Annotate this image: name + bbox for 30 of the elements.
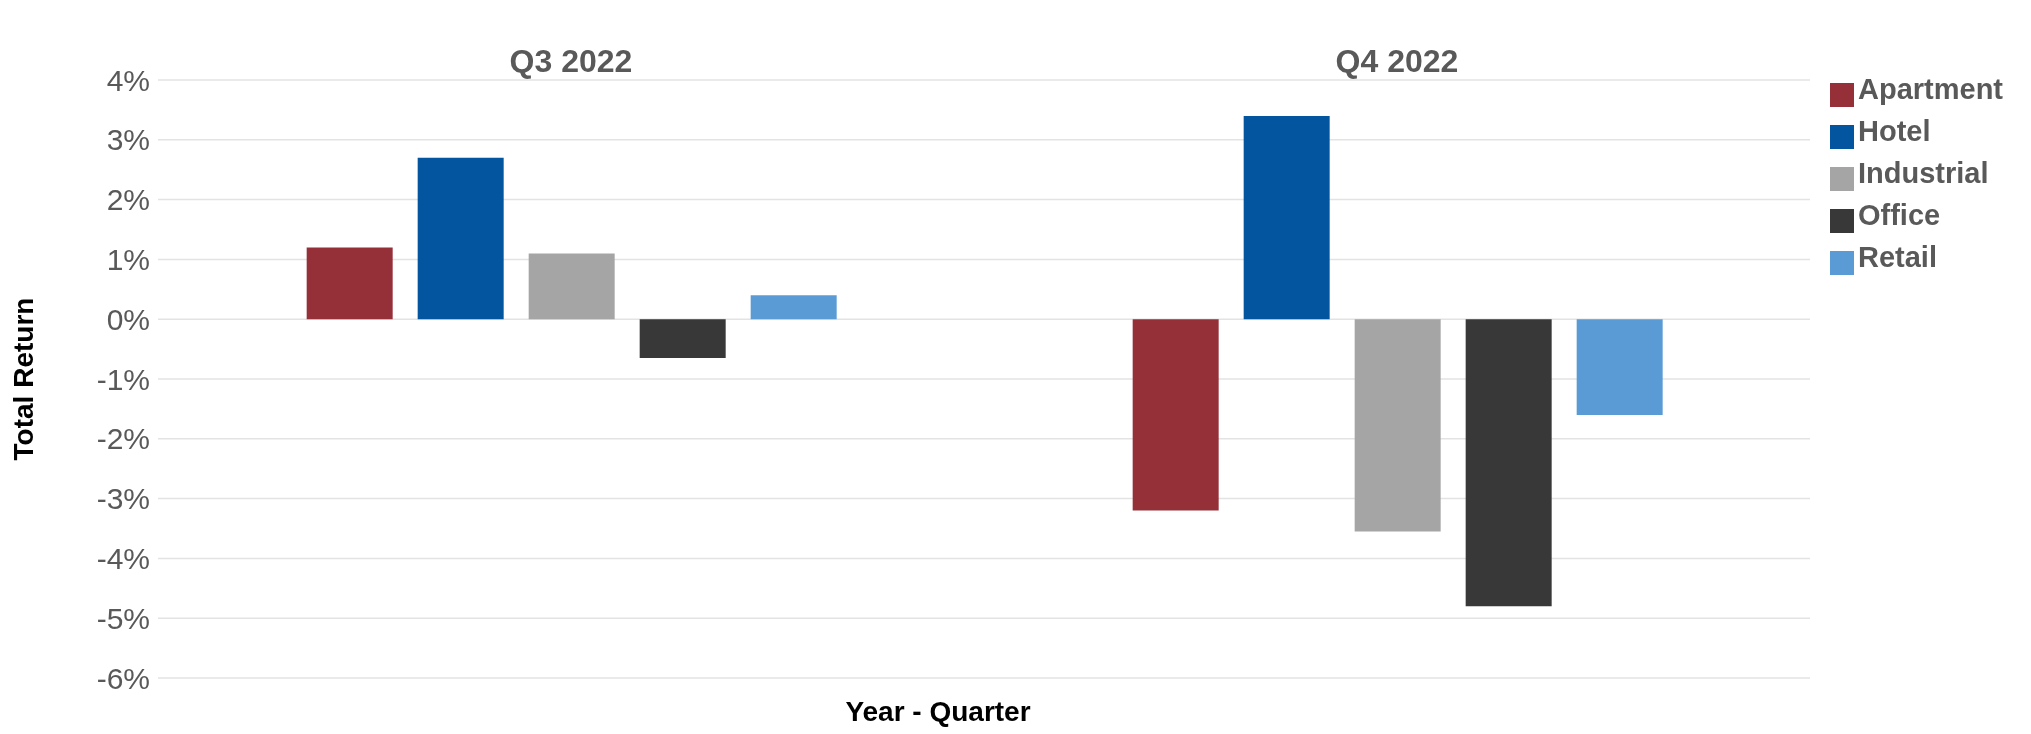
bar [417,157,504,320]
legend-label: Apartment [1857,73,2003,105]
x-tick-label: Q3 2022 [509,43,633,79]
bar [1243,115,1330,320]
x-axis-title: Year - Quarter [844,696,1032,728]
y-tick-label: -1% [96,362,150,396]
legend-label: Office [1857,199,1941,231]
y-tick-label: -3% [96,482,150,516]
bar [1576,319,1663,415]
y-tick-label: -4% [96,542,150,576]
bar [1132,319,1219,511]
legend-label: Industrial [1857,157,1989,189]
bar [528,253,615,320]
bar [306,247,393,320]
y-tick-label: 3% [106,123,150,157]
y-tick-label: -2% [96,422,150,456]
y-tick-label: 1% [106,243,150,277]
bar [1465,319,1552,607]
x-tick-label: Q4 2022 [1335,43,1459,79]
y-tick-label: -5% [96,601,150,635]
legend-label: Retail [1857,241,1937,273]
bar [639,319,726,359]
y-tick-label: 2% [106,183,150,217]
y-axis-title: Total Return [7,297,39,461]
legend-label: Hotel [1857,115,1931,147]
bar [1354,319,1441,532]
y-tick-label: 0% [106,302,150,336]
y-tick-label: -6% [96,661,150,695]
bar [750,295,837,320]
y-tick-label: 4% [106,63,150,97]
